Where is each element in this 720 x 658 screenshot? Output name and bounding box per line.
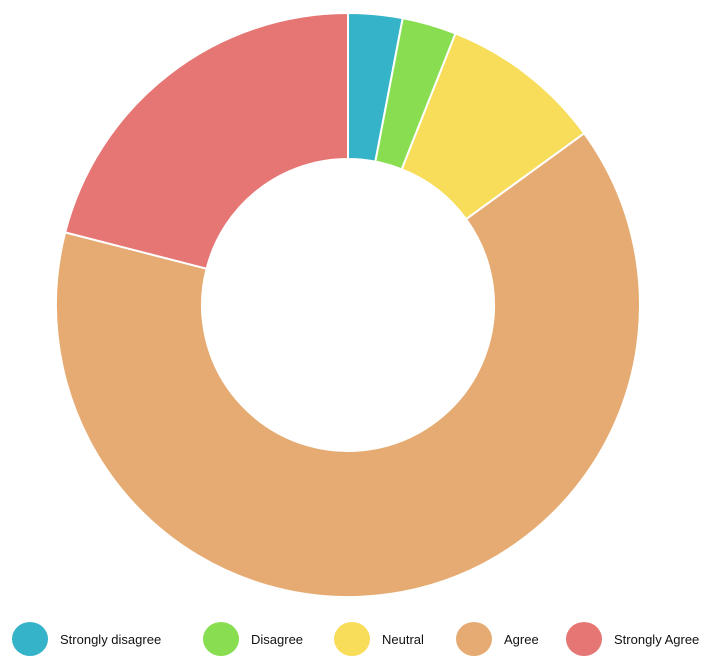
legend-swatch-disagree bbox=[203, 622, 239, 656]
slice-agree[interactable] bbox=[55, 131, 641, 598]
legend-label-neutral: Neutral bbox=[382, 631, 424, 647]
legend-label-agree: Agree bbox=[504, 631, 539, 647]
legend-item-strongly-disagree[interactable]: Strongly disagree bbox=[12, 620, 161, 658]
legend-item-disagree[interactable]: Disagree bbox=[203, 620, 303, 658]
legend-swatch-strongly-agree bbox=[566, 622, 602, 656]
legend-label-strongly-disagree: Strongly disagree bbox=[60, 631, 162, 647]
legend-label-disagree: Disagree bbox=[251, 631, 304, 647]
legend-item-strongly-agree[interactable]: Strongly Agree bbox=[566, 620, 699, 658]
legend-item-neutral[interactable]: Neutral bbox=[334, 620, 424, 658]
chart-legend: Strongly disagree Disagree Neutral Agree… bbox=[0, 620, 720, 658]
legend-swatch-strongly-disagree bbox=[12, 622, 48, 656]
legend-label-strongly-agree: Strongly Agree bbox=[614, 631, 700, 647]
legend-swatch-agree bbox=[456, 622, 492, 656]
legend-item-agree[interactable]: Agree bbox=[456, 620, 539, 658]
donut-chart bbox=[55, 11, 641, 598]
legend-swatch-neutral bbox=[334, 622, 370, 656]
slice-strongly-agree[interactable] bbox=[63, 11, 349, 270]
